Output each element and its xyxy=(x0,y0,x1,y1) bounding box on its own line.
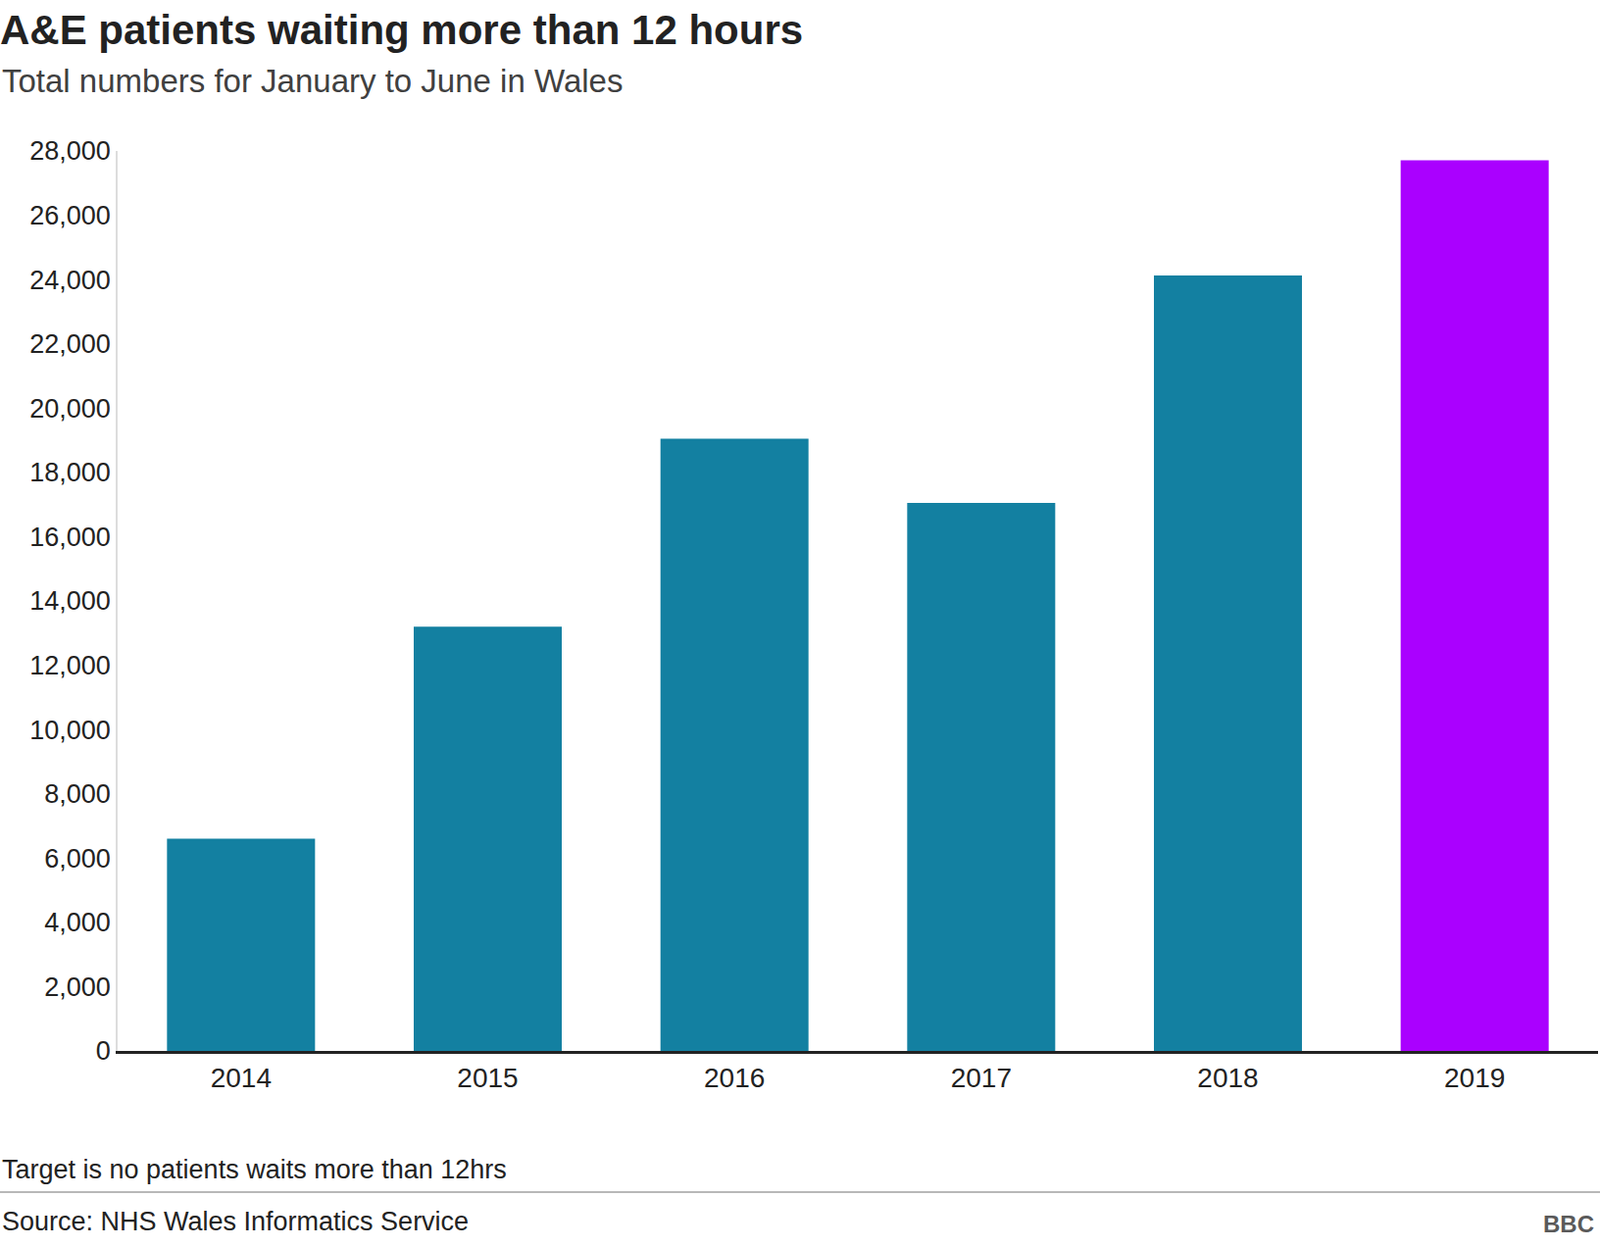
svg-text:2018: 2018 xyxy=(1197,1062,1258,1094)
svg-text:4,000: 4,000 xyxy=(44,907,111,938)
svg-text:Source: NHS Wales Informatics: Source: NHS Wales Informatics Service xyxy=(1,1206,469,1237)
svg-text:BBC: BBC xyxy=(1543,1210,1595,1238)
svg-text:18,000: 18,000 xyxy=(29,457,111,488)
svg-text:22,000: 22,000 xyxy=(29,329,111,359)
svg-text:20,000: 20,000 xyxy=(29,394,111,424)
svg-text:16,000: 16,000 xyxy=(29,522,111,552)
svg-text:2,000: 2,000 xyxy=(44,972,111,1002)
svg-text:2017: 2017 xyxy=(950,1062,1012,1094)
svg-text:2016: 2016 xyxy=(703,1062,765,1094)
svg-text:26,000: 26,000 xyxy=(29,200,111,231)
svg-text:2014: 2014 xyxy=(210,1062,272,1094)
svg-text:A&E patients waiting more than: A&E patients waiting more than 12 hours xyxy=(0,6,803,53)
svg-text:8,000: 8,000 xyxy=(44,779,111,809)
svg-text:2019: 2019 xyxy=(1444,1062,1505,1094)
svg-text:2015: 2015 xyxy=(456,1062,518,1094)
svg-text:28,000: 28,000 xyxy=(29,136,111,166)
svg-text:6,000: 6,000 xyxy=(44,844,111,874)
svg-text:10,000: 10,000 xyxy=(29,715,111,746)
svg-text:12,000: 12,000 xyxy=(29,650,111,681)
svg-text:24,000: 24,000 xyxy=(29,265,111,296)
svg-text:14,000: 14,000 xyxy=(29,586,111,616)
svg-text:Target is no patients waits mo: Target is no patients waits more than 12… xyxy=(1,1154,507,1185)
svg-text:Total numbers for January to J: Total numbers for January to June in Wal… xyxy=(1,62,623,100)
svg-text:0: 0 xyxy=(96,1036,111,1066)
